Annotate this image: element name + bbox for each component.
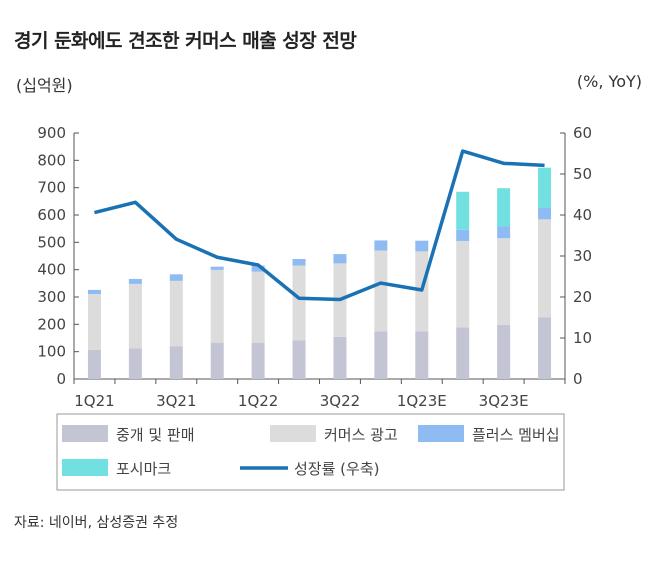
right-tick-label: 50 — [573, 165, 592, 183]
bar-2Q21 — [128, 348, 142, 379]
bar-3Q21 — [169, 280, 183, 347]
right-tick-label: 40 — [573, 206, 592, 224]
x-tick-label: 1Q23E — [397, 392, 447, 410]
bar-2Q23E — [456, 327, 470, 379]
bar-3Q23E — [497, 188, 511, 227]
bar-1Q22 — [251, 342, 265, 379]
legend-swatch — [62, 459, 108, 476]
right-axis-unit: (%, YoY) — [576, 72, 642, 91]
x-tick-label: 1Q21 — [74, 392, 114, 410]
x-tick-label: 3Q23E — [479, 392, 529, 410]
bar-4Q22 — [374, 250, 388, 332]
left-tick-label: 400 — [37, 261, 66, 279]
bar-3Q22 — [333, 254, 347, 264]
right-tick-label: 60 — [573, 124, 592, 142]
bar-4Q22 — [374, 240, 388, 251]
bar-2Q23E — [456, 229, 470, 241]
bar-3Q23E — [497, 238, 511, 325]
bar-1Q21 — [87, 349, 101, 379]
bar-4Q23E — [538, 219, 552, 318]
bar-3Q21 — [169, 274, 183, 281]
legend-swatch — [270, 425, 316, 442]
legend-swatch — [62, 425, 108, 442]
left-tick-label: 600 — [37, 206, 66, 224]
left-tick-label: 900 — [37, 124, 66, 142]
left-tick-label: 100 — [37, 343, 66, 361]
bar-3Q23E — [497, 226, 511, 239]
bar-2Q21 — [128, 278, 142, 284]
bar-3Q21 — [169, 346, 183, 379]
left-tick-label: 300 — [37, 288, 66, 306]
bar-4Q22 — [374, 331, 388, 379]
right-tick-label: 30 — [573, 247, 592, 265]
legend-box — [56, 413, 565, 491]
chart-title: 경기 둔화에도 견조한 커머스 매출 성장 전망 — [14, 30, 357, 52]
bar-4Q23E — [538, 317, 552, 379]
bar-1Q23E — [415, 240, 429, 252]
source-note: 자료: 네이버, 삼성증권 추정 — [14, 515, 179, 531]
bar-4Q21 — [210, 266, 224, 270]
bar-2Q22 — [292, 259, 306, 266]
right-tick-label: 20 — [573, 288, 592, 306]
legend-label: 커머스 광고 — [324, 426, 398, 444]
bar-3Q23E — [497, 324, 511, 379]
legend-label: 플러스 멤버십 — [472, 426, 560, 444]
bar-4Q23E — [538, 167, 552, 208]
x-tick-label: 3Q22 — [320, 392, 360, 410]
legend-label: 성장률 (우축) — [294, 460, 379, 478]
bar-4Q23E — [538, 207, 552, 220]
legend-label: 중개 및 판매 — [116, 426, 195, 444]
left-tick-label: 0 — [56, 370, 66, 388]
left-tick-label: 500 — [37, 233, 66, 251]
legend-label: 포시마크 — [116, 460, 171, 478]
bar-1Q23E — [415, 331, 429, 379]
bar-1Q21 — [87, 293, 101, 350]
x-tick-label: 3Q21 — [156, 392, 196, 410]
bar-2Q21 — [128, 283, 142, 349]
bar-4Q21 — [210, 342, 224, 379]
bar-2Q23E — [456, 191, 470, 230]
left-axis-unit: (십억원) — [16, 76, 73, 95]
bar-3Q22 — [333, 336, 347, 379]
right-tick-label: 10 — [573, 329, 592, 347]
x-tick-label: 1Q22 — [238, 392, 278, 410]
left-tick-label: 200 — [37, 315, 66, 333]
left-tick-label: 700 — [37, 179, 66, 197]
right-tick-label: 0 — [573, 370, 583, 388]
bar-2Q22 — [292, 265, 306, 341]
bar-1Q22 — [251, 265, 265, 272]
bar-4Q21 — [210, 269, 224, 343]
bar-2Q22 — [292, 340, 306, 379]
legend-swatch — [418, 425, 464, 442]
bar-1Q21 — [87, 289, 101, 294]
bar-1Q22 — [251, 271, 265, 343]
growth-rate-line — [94, 149, 545, 302]
left-tick-label: 800 — [37, 151, 66, 169]
bar-2Q23E — [456, 240, 470, 328]
